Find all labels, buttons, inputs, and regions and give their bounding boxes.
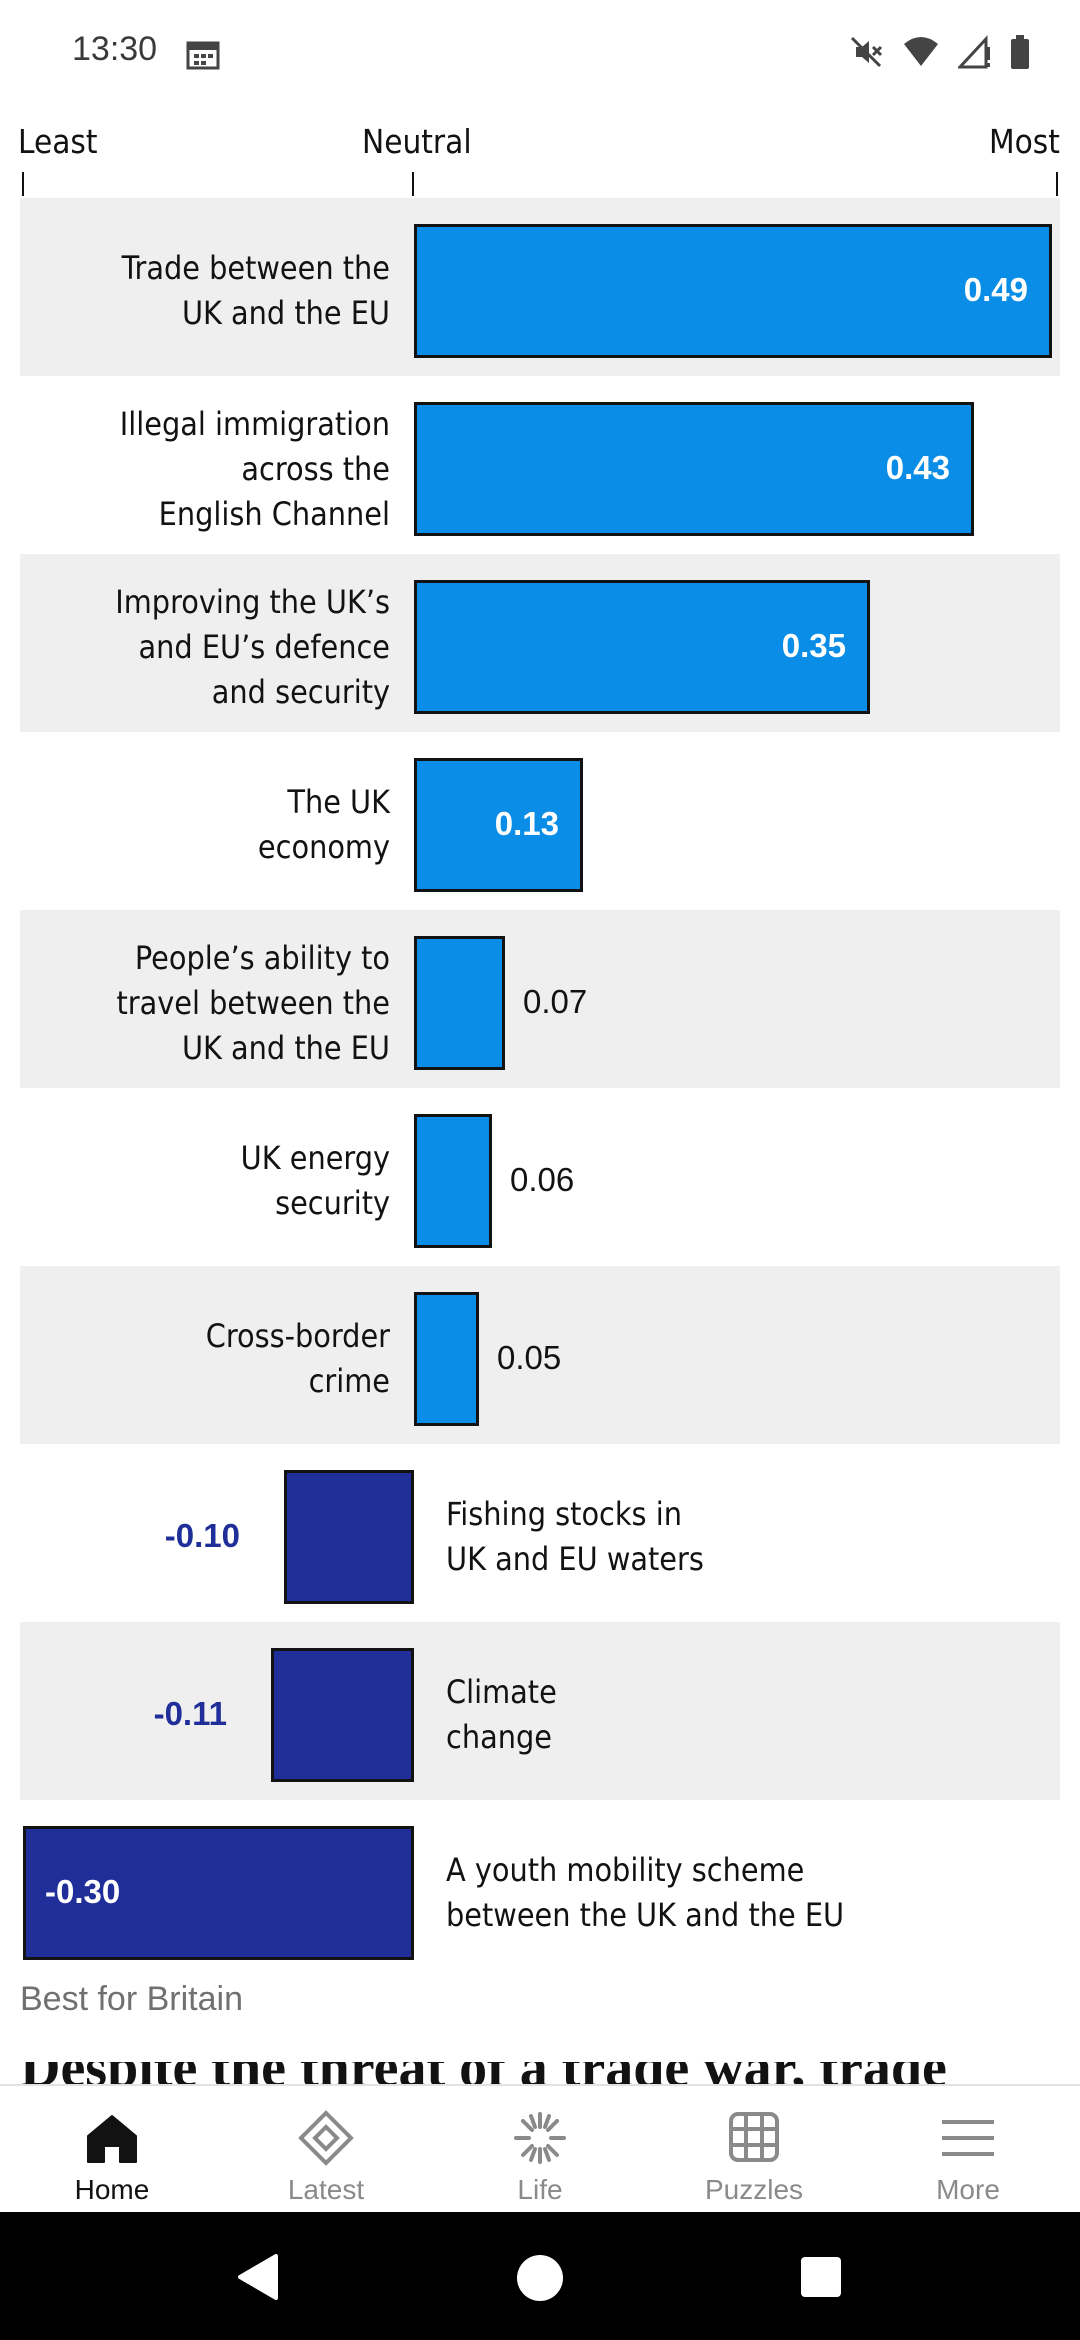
category-label-line: UK and the EU	[181, 294, 390, 332]
bar	[414, 936, 505, 1070]
chart-source: Best for Britain	[20, 1980, 243, 2018]
nav-latest-label: Latest	[287, 2174, 365, 2205]
value-label: -0.11	[153, 1695, 227, 1732]
axis-tick-least	[22, 172, 24, 196]
category-label-line: Trade between the	[121, 249, 390, 287]
category-label-line: across the	[241, 449, 390, 488]
row-background	[20, 1266, 1060, 1444]
value-label: 0.07	[523, 983, 588, 1020]
category-label: UK energy security	[241, 1136, 390, 1226]
row-background	[20, 1622, 1060, 1800]
home-icon	[87, 2115, 137, 2163]
calendar-icon	[186, 41, 220, 70]
nav-latest[interactable]: Latest	[218, 2086, 434, 2214]
home-circle-icon[interactable]	[516, 2254, 564, 2302]
axis-label-most: Most	[989, 122, 1060, 161]
category-label-line: and EU’s defence	[138, 627, 391, 666]
category-label-line: English Channel	[158, 494, 390, 533]
category-label-line: Illegal immigration	[119, 404, 390, 443]
bottom-navigation: Home Latest Life Puzzle	[0, 2084, 1080, 2214]
category-label: Fishing stocks in UK and EU waters	[446, 1492, 704, 1582]
bar	[414, 402, 974, 536]
value-label: 0.35	[781, 627, 846, 664]
category-label-line: security	[275, 1184, 390, 1222]
system-navigation-bar	[0, 2212, 1080, 2340]
category-label-line: Climate	[446, 1673, 557, 1711]
bar-chart: Least Neutral Most Trade between the UK a…	[18, 122, 1060, 1960]
bar	[23, 1826, 414, 1960]
category-label-line: change	[446, 1718, 552, 1756]
menu-icon	[942, 2120, 994, 2156]
category-label-line: UK and EU waters	[446, 1540, 704, 1578]
category-label: The UK economy	[258, 780, 390, 870]
category-label: Improving the UK’s and EU’s defence and se…	[115, 580, 390, 715]
value-label: 0.49	[963, 271, 1028, 308]
category-label-line: Cross-border	[205, 1317, 390, 1355]
nav-puzzles-label: Puzzles	[704, 2174, 804, 2205]
category-label: Illegal immigration across the English Cha…	[120, 402, 390, 537]
next-heading-peek: Despite the threat of a trade war, trade	[20, 2062, 1060, 2086]
category-label: People’s ability to travel between the UK …	[116, 936, 390, 1071]
value-label: 0.05	[497, 1339, 562, 1376]
bar	[414, 1292, 479, 1426]
axis-label-least: Least	[18, 122, 98, 161]
sunburst-icon	[514, 2112, 566, 2164]
category-label-line: UK energy	[240, 1139, 390, 1177]
nav-life[interactable]: Life	[432, 2086, 648, 2214]
value-label: 0.43	[885, 449, 950, 486]
nav-puzzles[interactable]: Puzzles	[646, 2086, 862, 2214]
grid-icon	[729, 2112, 779, 2162]
bar	[414, 224, 1052, 358]
category-label-line: between the UK and the EU	[446, 1896, 845, 1934]
recents-icon[interactable]	[800, 2256, 842, 2298]
value-label: 0.06	[510, 1161, 575, 1198]
status-bar: 13:30	[0, 0, 1080, 110]
category-label-line: The UK	[287, 783, 390, 821]
category-label-line: UK and the EU	[181, 1028, 390, 1067]
category-label: A youth mobility scheme between the UK an…	[446, 1848, 844, 1938]
category-label-line: A youth mobility scheme	[446, 1851, 805, 1889]
nav-more[interactable]: More	[860, 2086, 1076, 2214]
bar	[414, 1114, 492, 1248]
row-background	[20, 910, 1060, 1088]
category-label: Climate change	[446, 1670, 557, 1760]
nav-more-label: More	[936, 2174, 1000, 2205]
category-label-line: and security	[211, 672, 390, 711]
wifi-icon	[904, 37, 938, 66]
bar	[284, 1470, 414, 1604]
signal-icon	[958, 35, 990, 69]
value-label: -0.30	[45, 1873, 121, 1910]
category-label-line: economy	[257, 828, 390, 866]
axis-tick-most	[1056, 172, 1058, 196]
category-label-line: Improving the UK’s	[115, 582, 390, 621]
next-heading-text: Despite the threat of a trade war, trade	[20, 2062, 1060, 2086]
category-label: Cross-border crime	[206, 1314, 390, 1404]
bar	[271, 1648, 414, 1782]
nav-home-label: Home	[74, 2174, 150, 2205]
mute-icon	[850, 36, 883, 68]
category-label-line: crime	[308, 1362, 390, 1400]
back-icon[interactable]	[236, 2254, 280, 2300]
bar	[414, 758, 583, 892]
category-label-line: travel between the	[116, 983, 390, 1022]
battery-icon	[1011, 35, 1029, 69]
axis-label-neutral: Neutral	[362, 122, 472, 161]
category-label-line: People’s ability to	[134, 938, 390, 977]
status-time: 13:30	[72, 30, 158, 68]
category-label-line: Fishing stocks in	[446, 1495, 682, 1533]
diamond-icon	[298, 2110, 354, 2166]
bar	[414, 580, 870, 714]
value-label: 0.13	[494, 805, 559, 842]
nav-home[interactable]: Home	[4, 2086, 220, 2214]
value-label: -0.10	[164, 1517, 240, 1554]
axis-tick-neutral	[412, 172, 414, 196]
category-label: Trade between the UK and the EU	[122, 246, 390, 336]
nav-life-label: Life	[517, 2174, 563, 2205]
